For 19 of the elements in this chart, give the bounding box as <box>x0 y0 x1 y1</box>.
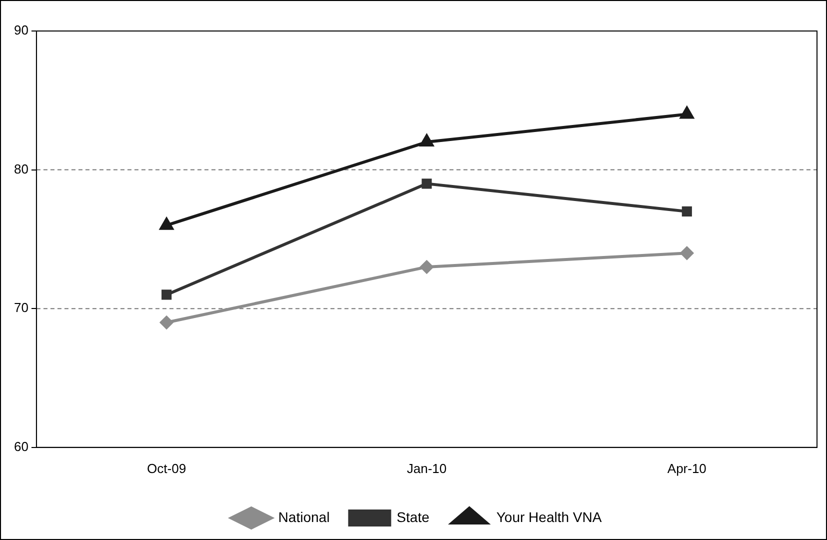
point <box>420 260 434 274</box>
point <box>162 290 172 300</box>
y-tick-label: 80 <box>14 161 28 176</box>
y-tick-label: 70 <box>14 300 28 316</box>
point <box>422 178 432 189</box>
point <box>680 246 694 260</box>
x-tick-label: Oct-09 <box>147 460 186 476</box>
point <box>160 316 174 329</box>
x-tick-label: Apr-10 <box>667 460 706 476</box>
legend-label: Your Health VNA <box>496 508 602 525</box>
y-tick-label: 60 <box>14 438 28 454</box>
legend-label: National <box>278 508 330 525</box>
y-tick-label: 90 <box>14 22 28 38</box>
point <box>420 134 434 147</box>
point <box>682 206 692 216</box>
legend-label: State <box>396 508 430 525</box>
point <box>160 218 174 230</box>
point <box>680 106 694 119</box>
x-tick-label: Jan-10 <box>406 460 447 476</box>
